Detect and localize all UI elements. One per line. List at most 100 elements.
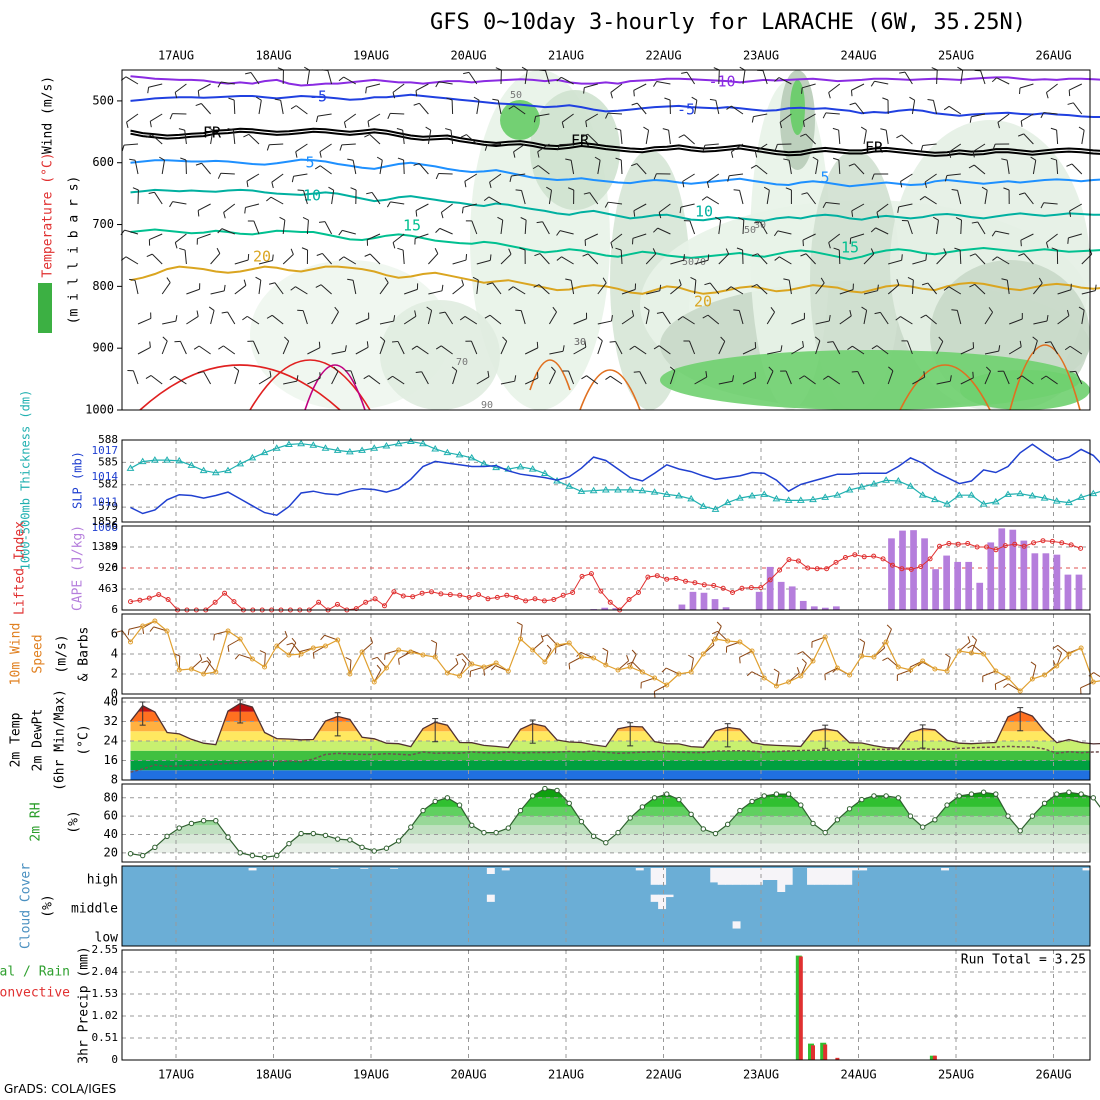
cape-bar <box>821 607 829 610</box>
wind-barb-flag <box>773 230 779 237</box>
wind-barb <box>757 253 768 265</box>
wind-barb-flag <box>301 247 308 251</box>
day-label-bottom: 19AUG <box>353 1068 389 1082</box>
thickness-point <box>662 490 671 497</box>
wind-barb <box>295 105 308 115</box>
wind-barb <box>863 310 868 325</box>
rh-point <box>1066 789 1072 795</box>
cape-bar <box>788 586 796 610</box>
wind-speed-point <box>1005 675 1011 681</box>
thickness-point <box>443 448 452 456</box>
day-label-top: 25AUG <box>938 49 974 63</box>
wind-barb <box>610 233 623 243</box>
thickness-point <box>979 500 988 507</box>
wind-barb-flag <box>688 654 694 659</box>
wind-barb <box>476 100 480 115</box>
wind-barb <box>1033 282 1043 295</box>
wind-barb-flag <box>472 276 479 281</box>
wind-speed-point <box>310 645 316 651</box>
wind-barb <box>352 280 357 295</box>
thickness-point <box>1016 489 1025 497</box>
wind-barb-flag <box>345 656 352 661</box>
wind-barb-flag <box>451 366 458 372</box>
pressure-axis-label: (m i l l i b a r s) <box>67 176 82 325</box>
li-point <box>381 603 387 609</box>
wind-barb-flag <box>268 282 276 285</box>
cloud-cell <box>248 868 257 871</box>
isotherm-label: -5 <box>677 101 695 119</box>
wind-units-label: (m/s) <box>55 634 70 673</box>
wind-barb-flag <box>456 653 463 657</box>
wind-barb-flag <box>951 189 958 191</box>
wind-barb-flag <box>515 189 522 191</box>
wind-barb <box>293 173 308 177</box>
wind-barb-flag <box>992 256 998 261</box>
wind-barb-flag <box>833 247 840 251</box>
wind-speed-point <box>968 650 974 656</box>
cloud-frame <box>121 865 1091 947</box>
wind-barb <box>203 371 212 385</box>
wind-barb <box>331 311 339 325</box>
wind-barb <box>302 310 308 325</box>
day-label-bottom: 26AUG <box>1035 1068 1071 1082</box>
cape-tick-label: 1852 <box>92 515 119 528</box>
wind-barb-flag <box>146 134 153 138</box>
wind-barb <box>392 375 405 385</box>
li-point <box>748 585 754 591</box>
wind-barb-flag <box>316 252 323 256</box>
wind-speed-point <box>176 667 182 673</box>
li-point <box>560 592 566 598</box>
thickness-point <box>175 456 184 464</box>
wind-barb-flag <box>397 247 404 251</box>
wind-barb <box>1046 233 1058 243</box>
wind-barb-flag <box>541 634 548 638</box>
y-tick-label: 2 <box>111 667 118 681</box>
wind-barb <box>832 341 841 355</box>
cloud-cell <box>330 868 339 869</box>
wind-barb-flag <box>773 668 780 673</box>
wind-barb-flag <box>318 341 321 348</box>
wind-barb <box>402 250 405 265</box>
wind-barb <box>418 102 429 115</box>
wind-barb-flag <box>754 151 758 158</box>
thickness-point <box>601 485 610 493</box>
wind-speed-point <box>603 662 609 668</box>
cape-bar <box>888 538 895 610</box>
rh-point <box>420 807 426 814</box>
thickness-point <box>821 493 830 500</box>
wind-barb-flag <box>174 92 178 99</box>
rh-point <box>968 791 975 797</box>
wind-barb <box>739 190 744 205</box>
cape-bar <box>1020 540 1028 610</box>
wind-barb-flag <box>568 663 571 670</box>
li-point <box>457 592 463 598</box>
wind-barb <box>851 83 865 91</box>
wind-speed-point <box>213 669 219 675</box>
y-tick-label: 6 <box>111 627 118 641</box>
warm-contour <box>579 369 641 411</box>
wind-barb-flag <box>669 366 676 372</box>
rh-bands <box>130 788 1090 862</box>
isotherm-line <box>130 127 1100 154</box>
wind-barb-flag <box>988 307 994 313</box>
thickness-point <box>1052 497 1061 504</box>
wind-barb-flag <box>849 310 852 317</box>
wind-barb <box>694 280 697 295</box>
wind-barb-flag <box>833 157 840 161</box>
wind-barb-flag <box>242 315 248 321</box>
wind-barb-flag <box>550 366 556 372</box>
wind-barb <box>172 201 187 205</box>
wind-barb <box>911 279 914 295</box>
wind-barb-flag <box>727 175 730 182</box>
wind-barb-flag <box>851 210 854 217</box>
rh-point <box>639 804 646 810</box>
wind-barb-flag <box>227 645 230 652</box>
wind-barb <box>633 203 647 212</box>
wind-barb <box>573 318 587 325</box>
rh-point <box>919 824 926 830</box>
wind-barb <box>561 76 574 85</box>
li-point <box>1040 538 1046 544</box>
wind-barb <box>876 203 889 213</box>
wind-barb <box>957 190 962 205</box>
wind-panel: 0 2 4 6 <box>111 614 1100 701</box>
